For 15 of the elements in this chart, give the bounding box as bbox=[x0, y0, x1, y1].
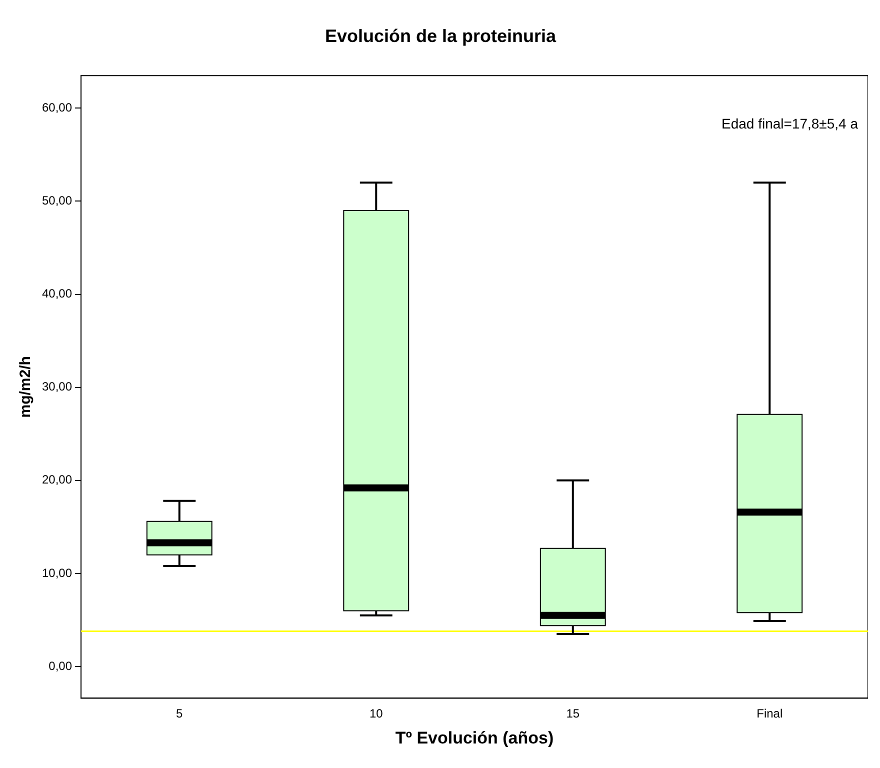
x-tick-label: Final bbox=[756, 706, 783, 721]
y-tick-label: 10,00 bbox=[42, 566, 72, 580]
x-axis-title: Tº Evolución (años) bbox=[395, 728, 554, 748]
y-tick-label: 0,00 bbox=[48, 658, 72, 673]
x-tick-label: 15 bbox=[566, 706, 580, 721]
y-tick-label: 30,00 bbox=[42, 380, 72, 394]
y-tick-label: 50,00 bbox=[42, 194, 72, 208]
y-tick-label: 60,00 bbox=[42, 100, 72, 114]
annotation: Edad final=17,8±5,4 a bbox=[721, 115, 858, 132]
y-tick-label: 40,00 bbox=[42, 286, 72, 301]
x-tick-label: 5 bbox=[176, 706, 184, 721]
y-tick-label: 20,00 bbox=[42, 472, 72, 487]
y-axis-title: mg/m2/h bbox=[17, 356, 34, 418]
chart-title: Evolución de la proteinuria bbox=[324, 26, 558, 46]
x-tick-label: 10 bbox=[369, 706, 384, 721]
